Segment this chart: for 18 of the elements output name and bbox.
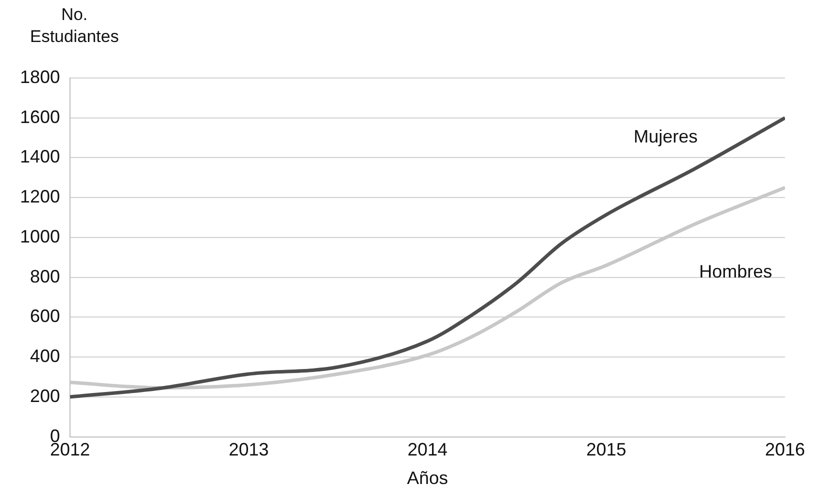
y-tick-label: 600	[30, 306, 60, 326]
y-axis-title: No. Estudiantes	[30, 4, 119, 48]
y-tick-label: 200	[30, 386, 60, 406]
line-series	[70, 116, 785, 399]
x-tick-label: 2016	[764, 440, 806, 460]
x-tick-label: 2014	[408, 440, 448, 460]
x-axis-title: Años	[407, 468, 448, 488]
y-tick-label: 400	[30, 346, 60, 366]
x-tick-label: 2013	[228, 440, 269, 460]
y-tick-label: 1200	[20, 186, 60, 207]
y-tick-label: 1000	[20, 226, 60, 246]
y-tick-label: 1600	[20, 106, 60, 127]
text: Hombres	[699, 262, 772, 282]
series-label: Mujeres	[634, 126, 698, 146]
y-tick-label: 800	[30, 266, 60, 286]
y-tick-label: 1400	[20, 146, 60, 167]
y-tick-label: 1800	[20, 66, 60, 87]
x-tick-label: 2015	[586, 440, 626, 460]
